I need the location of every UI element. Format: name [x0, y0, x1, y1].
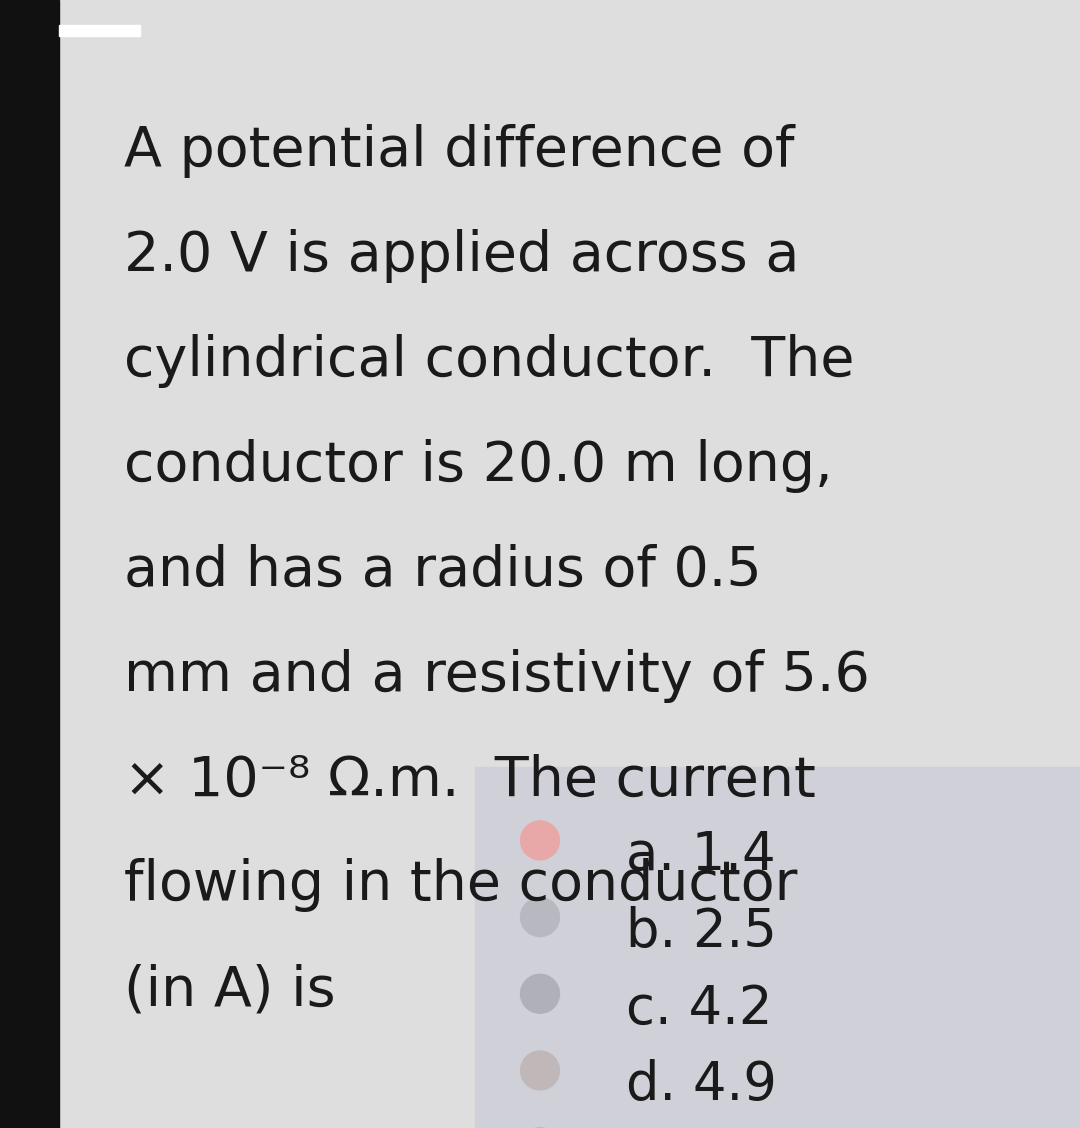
- Text: cylindrical conductor.  The: cylindrical conductor. The: [124, 334, 854, 388]
- Ellipse shape: [521, 898, 559, 936]
- Text: conductor is 20.0 m long,: conductor is 20.0 m long,: [124, 439, 833, 493]
- Text: × 10⁻⁸ Ω.m.  The current: × 10⁻⁸ Ω.m. The current: [124, 754, 816, 808]
- Ellipse shape: [521, 1051, 559, 1090]
- Ellipse shape: [521, 975, 559, 1013]
- Text: a. 1.4: a. 1.4: [626, 829, 777, 881]
- Text: d. 4.9: d. 4.9: [626, 1059, 778, 1111]
- Text: and has a radius of 0.5: and has a radius of 0.5: [124, 544, 762, 598]
- Bar: [59, 25, 140, 36]
- Text: A potential difference of: A potential difference of: [124, 124, 795, 178]
- Text: b. 2.5: b. 2.5: [626, 906, 778, 958]
- Text: 2.0 V is applied across a: 2.0 V is applied across a: [124, 229, 799, 283]
- Bar: [475, 767, 1080, 1128]
- Text: flowing in the conductor: flowing in the conductor: [124, 858, 798, 913]
- Bar: [0, 0, 59, 1128]
- Ellipse shape: [521, 821, 559, 860]
- Text: mm and a resistivity of 5.6: mm and a resistivity of 5.6: [124, 649, 870, 703]
- Text: c. 4.2: c. 4.2: [626, 982, 773, 1034]
- Text: (in A) is: (in A) is: [124, 963, 336, 1017]
